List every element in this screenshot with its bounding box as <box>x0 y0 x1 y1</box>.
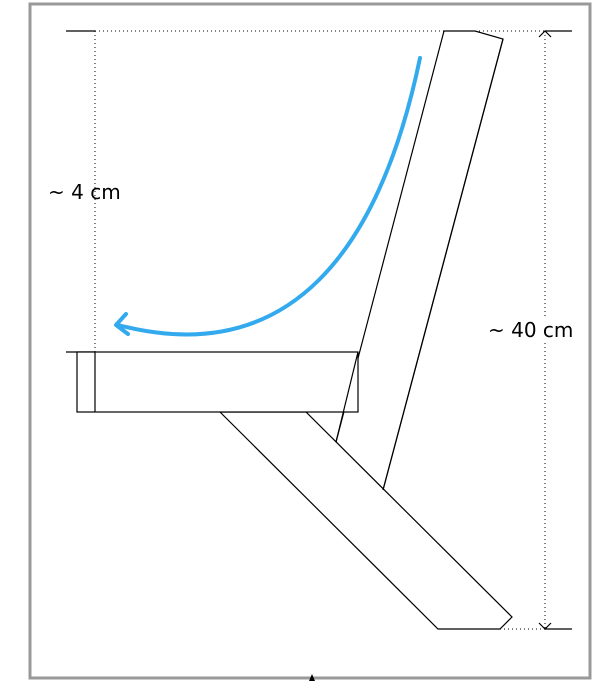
tilt-arrow <box>116 56 422 337</box>
backrest-leg <box>335 30 504 492</box>
dotted-guides <box>94 30 546 630</box>
backrest-rear-edge <box>382 38 504 491</box>
frame-border <box>28 2 592 680</box>
tilt-arrowhead <box>114 312 130 336</box>
bottom-arrowhead <box>538 622 552 630</box>
bottom-pointer-icon <box>309 674 315 681</box>
dimension-arrowheads <box>538 30 552 630</box>
seat-board <box>76 351 359 413</box>
left-dimension-label: ~ 4 cm <box>48 180 121 204</box>
right-dimension-label: ~ 40 cm <box>488 318 574 342</box>
backrest-front-edge <box>335 351 359 443</box>
top-arrowhead <box>538 30 552 38</box>
